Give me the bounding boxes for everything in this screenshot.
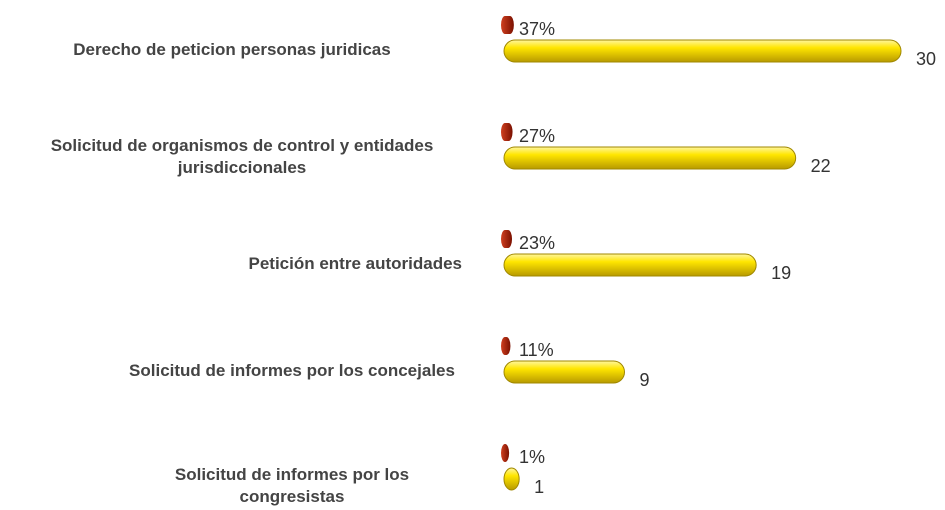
percent-bar <box>501 123 513 141</box>
category-label: Solicitud de informes por los concejales <box>129 361 455 380</box>
count-bar <box>503 360 625 384</box>
category-label: Derecho de peticion personas juridicas <box>73 40 391 59</box>
percent-label: 23% <box>519 233 555 253</box>
category-label: Solicitud de informes por los congresist… <box>174 465 410 506</box>
count-label: 22 <box>811 156 831 176</box>
percent-bar <box>501 337 511 355</box>
percent-bar <box>501 230 513 248</box>
count-label: 1 <box>534 477 544 497</box>
percent-label: 1% <box>519 447 545 467</box>
count-label: 19 <box>771 263 791 283</box>
category-label: Petición entre autoridades <box>248 254 463 273</box>
percent-label: 11% <box>519 340 554 360</box>
count-bar <box>503 39 902 63</box>
category-label: Solicitud de organismos de control y ent… <box>50 136 434 177</box>
percent-bar <box>501 444 510 462</box>
count-bar <box>503 146 797 170</box>
percent-label: 27% <box>519 126 555 146</box>
count-bar <box>503 253 757 277</box>
count-bar <box>503 467 520 491</box>
percent-label: 37% <box>519 19 555 39</box>
count-label: 9 <box>640 370 650 390</box>
count-label: 30 <box>916 49 936 69</box>
percent-bar <box>501 16 514 34</box>
